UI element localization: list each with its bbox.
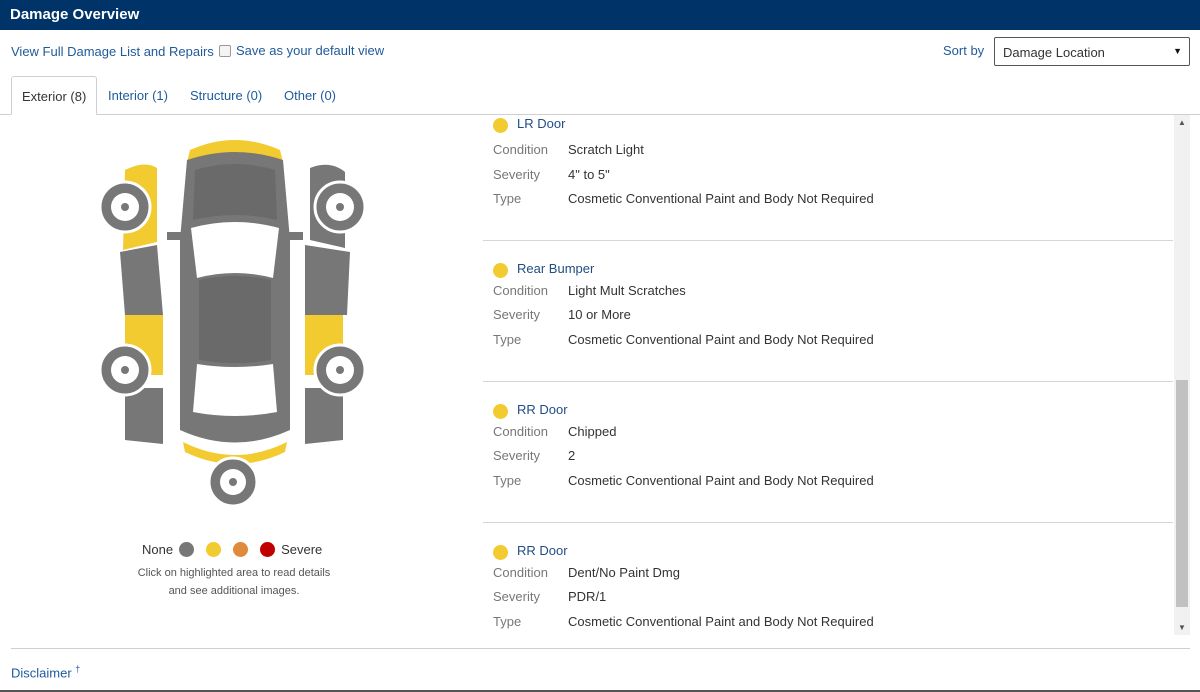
rf-wheel[interactable] — [313, 180, 367, 234]
severity-dot — [493, 404, 508, 419]
damage-item[interactable]: RR Door Condition Dent/No Paint Dmg Sever… — [483, 523, 1173, 635]
condition-label: Condition — [493, 424, 548, 439]
toolbar: View Full Damage List and Repairs Save a… — [0, 30, 1200, 75]
left-mirror — [167, 232, 181, 240]
scroll-down-icon[interactable]: ▼ — [1178, 623, 1186, 632]
diagram-hint: Click on highlighted area to read detail… — [100, 564, 368, 600]
lf-wheel[interactable] — [98, 180, 152, 234]
condition-value: Chipped — [568, 424, 617, 439]
severity-value: 2 — [568, 448, 576, 463]
severity-label: Severity — [493, 589, 540, 604]
front-bumper-panel[interactable] — [187, 140, 283, 162]
legend-severe-label: Severe — [281, 542, 323, 557]
dropdown-arrow-icon: ▼ — [1173, 46, 1182, 56]
severity-dot — [493, 118, 508, 133]
condition-label: Condition — [493, 565, 548, 580]
disclaimer-mark: † — [75, 664, 81, 674]
severity-dot — [493, 545, 508, 560]
damage-tabs: Exterior (8) Interior (1) Structure (0) … — [0, 76, 1200, 115]
sort-by-select[interactable]: Damage Location ▼ — [994, 37, 1190, 66]
bottom-border — [0, 690, 1200, 692]
type-value: Cosmetic Conventional Paint and Body Not… — [568, 191, 874, 206]
damage-item[interactable]: RR Door Condition Chipped Severity 2 Type C… — [483, 382, 1173, 523]
rear-bumper-panel[interactable] — [183, 442, 287, 464]
spare-wheel[interactable] — [207, 456, 259, 508]
type-label: Type — [493, 614, 522, 629]
hood — [193, 164, 277, 220]
rr-quarter-panel[interactable] — [305, 388, 343, 444]
rear-window — [193, 364, 277, 416]
disclaimer-text: Disclaimer — [11, 665, 72, 681]
page-title: Damage Overview — [10, 6, 140, 23]
title-bar: Damage Overview — [0, 0, 1200, 30]
vehicle-damage-diagram[interactable] — [95, 130, 375, 525]
damage-list-panel: LR Door Condition Scratch Light Severity 4… — [483, 115, 1190, 635]
lr-wheel[interactable] — [98, 343, 152, 397]
checkbox-box[interactable] — [219, 44, 231, 57]
windshield — [191, 222, 279, 278]
condition-label: Condition — [493, 283, 548, 298]
damage-location-name[interactable]: Rear Bumper — [517, 261, 595, 276]
condition-value: Light Mult Scratches — [568, 283, 686, 298]
rr-wheel[interactable] — [313, 343, 367, 397]
type-value: Cosmetic Conventional Paint and Body Not… — [568, 332, 874, 347]
type-label: Type — [493, 332, 522, 347]
rf-door-panel[interactable] — [305, 245, 350, 315]
type-value: Cosmetic Conventional Paint and Body Not… — [568, 473, 874, 488]
severity-dot — [493, 263, 508, 278]
hint-line-2: and see additional images. — [168, 585, 300, 597]
lf-door-panel[interactable] — [120, 245, 163, 315]
condition-label: Condition — [493, 142, 548, 157]
scroll-up-icon[interactable]: ▲ — [1178, 118, 1186, 127]
tab-other[interactable]: Other (0) — [284, 88, 337, 103]
sort-by-value: Damage Location — [1003, 45, 1105, 60]
type-value: Cosmetic Conventional Paint and Body Not… — [568, 614, 874, 629]
damage-item[interactable]: LR Door Condition Scratch Light Severity 4… — [483, 115, 1173, 241]
severity-label: Severity — [493, 307, 540, 322]
scrollbar-thumb[interactable] — [1176, 380, 1188, 607]
view-full-damage-list-link[interactable]: View Full Damage List and Repairs — [11, 44, 214, 59]
type-label: Type — [493, 473, 522, 488]
save-default-view-checkbox[interactable]: Save as your default view — [219, 43, 384, 58]
severity-label: Severity — [493, 448, 540, 463]
save-default-view-label: Save as your default view — [236, 43, 385, 58]
disclaimer-link[interactable]: Disclaimer † — [11, 664, 80, 680]
severity-legend: None Severe — [142, 542, 322, 557]
legend-none-label: None — [142, 542, 174, 557]
hint-line-1: Click on highlighted area to read detail… — [137, 567, 331, 579]
legend-severe-dot — [260, 542, 276, 557]
severity-value: 4" to 5" — [568, 167, 610, 182]
type-label: Type — [493, 191, 522, 206]
severity-value: PDR/1 — [568, 589, 607, 604]
damage-list-scrollbar[interactable]: ▲ ▼ — [1174, 115, 1190, 635]
condition-value: Scratch Light — [568, 142, 644, 157]
damage-location-name[interactable]: LR Door — [517, 116, 566, 131]
tab-structure[interactable]: Structure (0) — [190, 88, 263, 103]
tab-exterior[interactable]: Exterior (8) — [11, 76, 98, 115]
legend-moderate-dot — [233, 542, 249, 557]
damage-item[interactable]: Rear Bumper Condition Light Mult Scratche… — [483, 241, 1173, 382]
footer-divider — [11, 648, 1190, 649]
condition-value: Dent/No Paint Dmg — [568, 565, 680, 580]
tab-interior[interactable]: Interior (1) — [108, 88, 168, 103]
lr-quarter-panel[interactable] — [125, 388, 163, 444]
roof — [199, 276, 271, 363]
vehicle-diagram-panel: None Severe Click on highlighted area to… — [0, 115, 470, 635]
damage-location-name[interactable]: RR Door — [517, 402, 568, 417]
right-mirror — [289, 232, 303, 240]
damage-location-name[interactable]: RR Door — [517, 543, 568, 558]
severity-label: Severity — [493, 167, 540, 182]
legend-light-dot — [206, 542, 222, 557]
sort-by-label: Sort by — [943, 43, 985, 58]
damage-list: LR Door Condition Scratch Light Severity 4… — [483, 115, 1173, 635]
legend-none-dot — [179, 542, 195, 557]
severity-value: 10 or More — [568, 307, 631, 322]
